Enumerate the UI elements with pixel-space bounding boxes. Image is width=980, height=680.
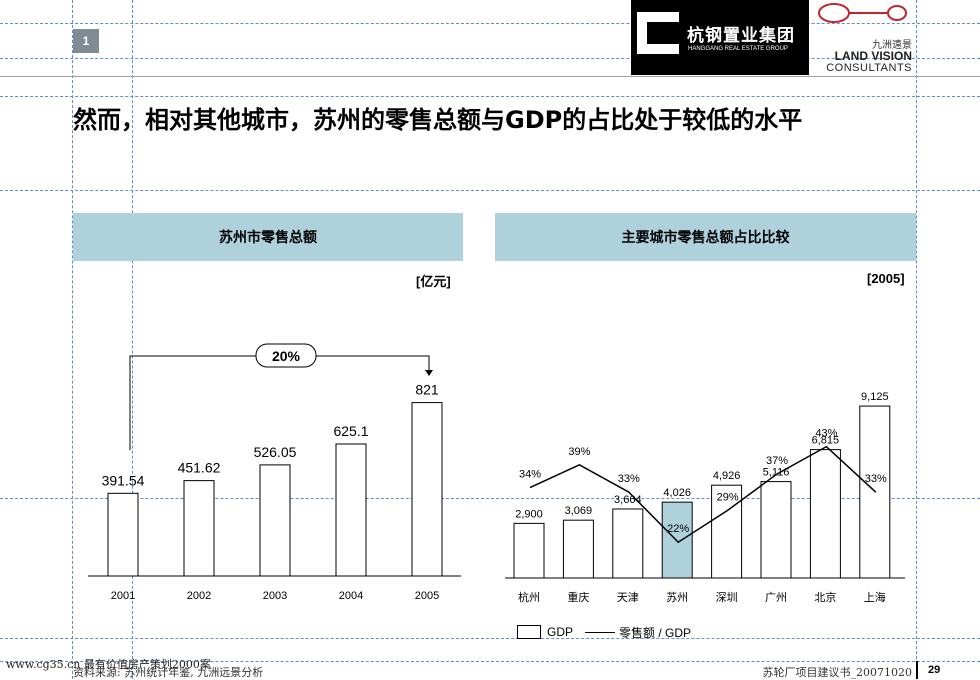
data-label: 625.1 (333, 423, 368, 439)
ratio-data-label: 39% (568, 446, 590, 458)
x-tick-label: 2004 (339, 590, 363, 602)
growth-badge (255, 343, 317, 368)
guide-line (916, 0, 917, 679)
ratio-data-label: 34% (519, 469, 541, 481)
guide-line (0, 96, 980, 97)
header-rule (0, 76, 980, 77)
x-tick-label: 天津 (617, 591, 639, 604)
data-label: 526.05 (254, 444, 297, 460)
logo-cn-name: 九洲遠景 (872, 40, 912, 51)
guide-line (0, 498, 980, 499)
legend-ratio-swatch (585, 631, 616, 633)
gdp-data-label: 4,026 (663, 487, 691, 499)
right-unit-label: [2005] (867, 271, 905, 286)
data-label: 451.62 (178, 460, 221, 476)
ratio-data-label: 22% (667, 523, 689, 535)
growth-label: 20% (272, 348, 301, 364)
land-vision-logo: 九洲遠景 LAND VISION CONSULTANTS (812, 0, 914, 75)
x-tick-label: 上海 (864, 590, 886, 604)
guide-line (0, 661, 980, 662)
growth-arrow-icon (425, 370, 433, 376)
x-tick-label: 2002 (187, 590, 211, 602)
x-tick-label: 杭州 (518, 590, 540, 604)
bar-2002 (183, 480, 215, 577)
gdp-data-label: 3,069 (565, 505, 593, 517)
gdp-data-label: 9,125 (861, 391, 889, 403)
right-panel-heading: 主要城市零售总额占比比较 (495, 213, 916, 261)
x-tick-label: 北京 (814, 590, 836, 604)
x-tick-label: 重庆 (567, 590, 589, 604)
page-number: 1 (73, 29, 99, 53)
ratio-data-label: 33% (865, 473, 887, 485)
x-tick-label: 苏州 (666, 591, 688, 604)
guide-line (0, 638, 980, 639)
gdp-data-label: 4,926 (713, 470, 741, 482)
left-panel-heading: 苏州市零售总额 (73, 213, 463, 261)
bar-杭州 (513, 522, 545, 579)
hanggang-logo: 杭钢置业集团 HANGGANG REAL ESTATE GROUP (631, 0, 809, 75)
gdp-data-label: 2,900 (515, 508, 543, 520)
logo-company-name: 杭钢置业集团 (687, 26, 795, 46)
city-comparison-chart: 2,900 杭州 3,069 重庆 3,664 天津 4,026 苏州 4,926 深圳 5,116… (505, 391, 905, 604)
bar-广州 (760, 481, 792, 579)
footer-source: 资料来源: 苏州统计年鉴, 九洲远景分析 (73, 666, 264, 679)
bar-2003 (259, 464, 291, 577)
bar-苏州 (661, 501, 693, 579)
ratio-line (529, 445, 877, 544)
x-tick-label: 深圳 (716, 591, 738, 604)
logo-company-subtitle: HANGGANG REAL ESTATE GROUP (688, 46, 788, 52)
growth-bracket (316, 355, 430, 370)
x-tick-label: 2001 (111, 590, 135, 602)
ratio-data-label: 33% (618, 473, 640, 485)
ratio-data-label: 29% (717, 491, 739, 503)
retail-sales-chart: 20% 391.54 2001 451.62 2002 526.05 2003 625.1 2… (88, 343, 461, 602)
guide-line (72, 0, 73, 679)
gdp-data-label: 3,664 (614, 494, 642, 506)
guide-line (0, 190, 980, 191)
x-tick-label: 广州 (765, 591, 787, 604)
bar-2004 (335, 443, 367, 577)
legend-ratio-label: 零售额 / GDP (619, 625, 692, 640)
logo-mark-icon (637, 12, 679, 54)
footer-project: 苏轮厂项目建议书_20071020 (762, 666, 913, 679)
bar-重庆 (562, 519, 594, 579)
footer-page-number: 29 (928, 664, 941, 676)
logo-en-name: LAND VISION (834, 49, 912, 63)
page-title: 然而，相对其他城市，苏州的零售总额与GDP的占比处于较低的水平 (73, 106, 803, 134)
chart-legend: GDP 零售额 / GDP (517, 624, 691, 640)
guide-line (0, 58, 980, 59)
legend-gdp-swatch (517, 625, 541, 639)
x-tick-label: 2005 (415, 590, 439, 602)
x-tick-label: 2003 (263, 590, 287, 602)
gdp-data-label: 6,815 (812, 435, 840, 447)
legend-gdp-label: GDP (547, 625, 574, 639)
data-label: 391.54 (102, 472, 145, 488)
footer-separator (916, 661, 918, 679)
logo-en-subname: CONSULTANTS (826, 62, 912, 74)
bar-2005 (411, 402, 443, 577)
bar-天津 (612, 508, 644, 579)
guide-line (132, 0, 133, 679)
bar-北京 (809, 449, 841, 579)
land-vision-mark-icon (818, 3, 907, 23)
growth-bracket (129, 355, 256, 450)
guide-line (0, 23, 980, 24)
data-label: 821 (415, 382, 439, 398)
bar-2001 (107, 492, 139, 577)
watermark-text: www.cg35.cn 最有价值房产策划2000案 (6, 658, 211, 671)
bar-深圳 (711, 484, 743, 579)
ratio-data-label: 43% (815, 428, 837, 440)
ratio-data-label: 37% (766, 455, 788, 467)
gdp-data-label: 5,116 (763, 467, 790, 479)
left-unit-label: [亿元] (416, 274, 451, 289)
